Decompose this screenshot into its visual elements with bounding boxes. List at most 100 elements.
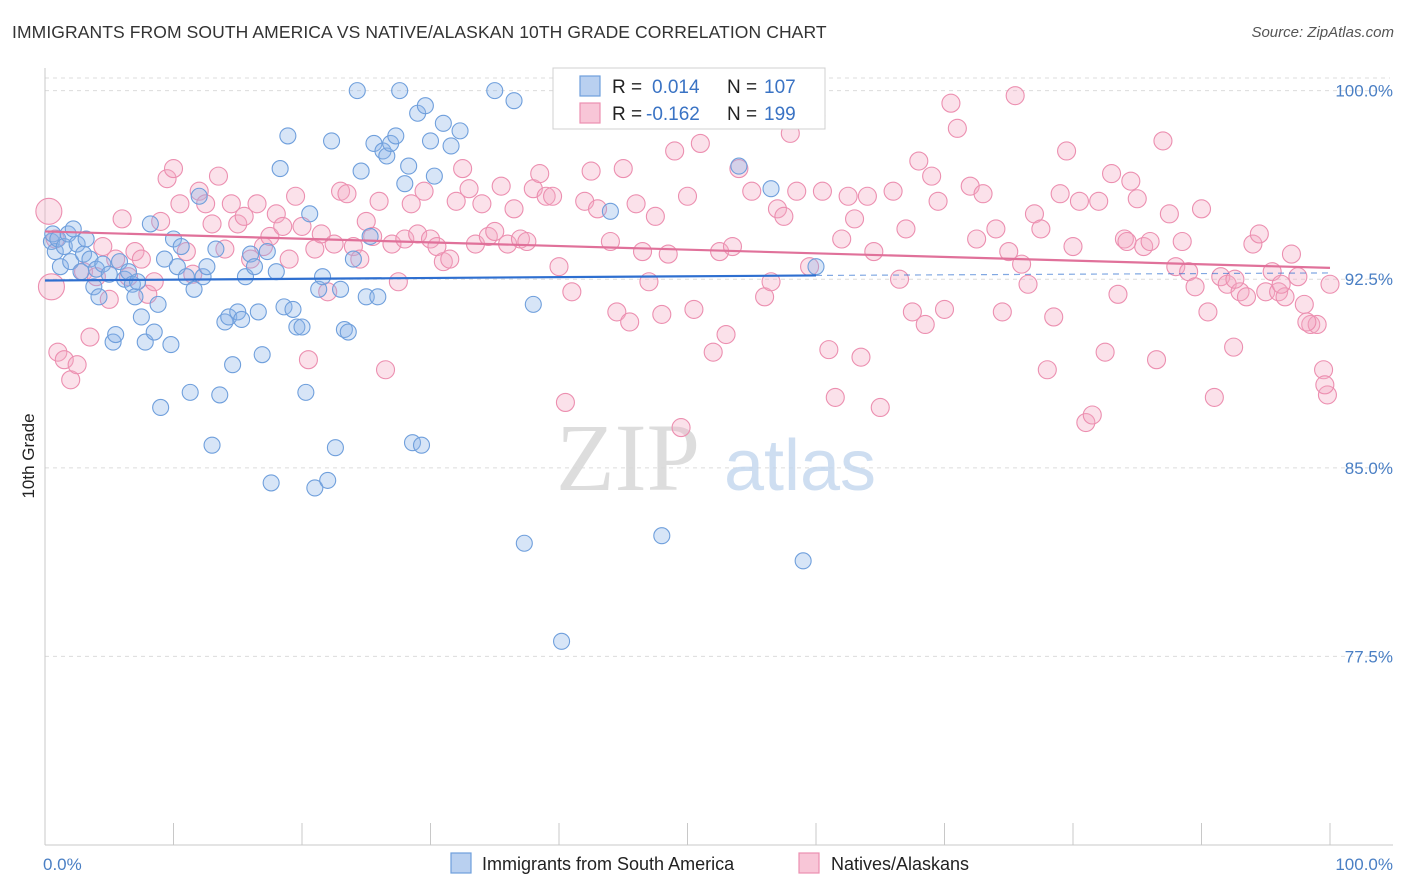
data-point-natives — [645, 206, 665, 226]
data-point-immigrants — [62, 253, 80, 271]
data-point-natives — [1005, 86, 1025, 106]
data-point-natives — [1166, 257, 1186, 277]
data-point-natives — [343, 236, 363, 257]
data-point-immigrants — [339, 323, 357, 341]
data-point-immigrants — [486, 82, 504, 100]
data-point-immigrants — [378, 147, 396, 165]
data-point-immigrants — [194, 268, 212, 286]
data-point-natives — [286, 186, 306, 206]
data-point-natives — [176, 242, 196, 262]
data-point-immigrants — [331, 280, 350, 298]
data-point-natives — [1159, 204, 1179, 224]
data-point-natives — [189, 181, 209, 201]
data-point-natives — [922, 166, 942, 186]
data-point-natives — [549, 257, 569, 277]
data-point-natives — [967, 229, 987, 249]
axes — [44, 68, 1393, 846]
data-point-immigrants — [288, 318, 306, 336]
data-point-natives — [446, 191, 466, 211]
data-point-natives — [626, 194, 646, 214]
data-point-natives — [1127, 189, 1147, 209]
data-point-immigrants — [224, 356, 242, 374]
data-point-natives — [131, 249, 151, 269]
watermark: ZIP atlas — [556, 404, 876, 511]
data-point-natives — [324, 234, 344, 254]
data-point-natives — [999, 242, 1019, 262]
data-point-immigrants — [442, 137, 460, 155]
data-point-immigrants — [515, 534, 533, 552]
data-point-immigrants — [242, 245, 260, 263]
data-point-natives — [1140, 231, 1160, 252]
data-point-natives — [992, 302, 1012, 322]
data-point-immigrants — [319, 471, 337, 489]
data-point-natives — [581, 161, 601, 181]
data-point-natives — [440, 249, 460, 269]
data-point-natives — [864, 242, 884, 262]
data-point-natives — [228, 214, 248, 234]
data-point-immigrants — [730, 157, 748, 175]
series-natives-alaskans — [35, 86, 1340, 438]
data-point-natives — [80, 327, 100, 347]
data-point-natives — [215, 239, 235, 259]
data-point-immigrants — [55, 237, 73, 256]
data-point-natives — [665, 141, 685, 161]
data-point-natives — [703, 342, 723, 362]
y-tick-label: 92.5% — [1345, 270, 1393, 289]
data-point-natives — [151, 211, 171, 231]
data-point-natives — [1172, 231, 1192, 252]
data-point-immigrants — [132, 308, 150, 326]
data-point-natives — [1185, 277, 1205, 297]
data-point-natives — [247, 194, 267, 214]
data-point-natives — [1243, 234, 1263, 254]
bottom-legend-swatch-pink — [798, 852, 820, 874]
data-point-natives — [1031, 219, 1051, 239]
source-credit: Source: ZipAtlas.com — [1251, 24, 1394, 41]
data-point-natives — [530, 164, 550, 184]
data-point-natives — [1108, 284, 1128, 304]
data-point-natives — [1191, 199, 1212, 219]
data-point-immigrants — [391, 82, 409, 100]
data-point-natives — [1288, 267, 1308, 287]
y-tick-labels: 77.5% 85.0% 92.5% 100.0% — [1335, 82, 1393, 667]
series-immigrants-south-america — [42, 82, 825, 650]
data-point-immigrants — [128, 273, 147, 291]
data-point-natives — [761, 272, 781, 292]
data-point-natives — [851, 347, 871, 367]
data-point-immigrants — [198, 258, 216, 276]
data-point-immigrants — [400, 157, 418, 175]
data-point-natives — [337, 184, 357, 204]
data-point-natives — [1275, 287, 1295, 307]
data-point-natives — [1315, 375, 1335, 395]
data-point-natives — [459, 179, 479, 199]
data-point-natives — [1236, 287, 1257, 307]
data-point-natives — [99, 289, 119, 309]
data-point-natives — [298, 350, 318, 370]
watermark-zip: ZIP — [556, 404, 700, 511]
data-point-immigrants — [181, 383, 199, 401]
data-point-natives — [600, 231, 620, 252]
data-point-natives — [1082, 405, 1102, 425]
data-point-immigrants — [297, 383, 315, 401]
data-point-natives — [555, 392, 575, 412]
data-point-natives — [825, 387, 845, 407]
data-point-natives — [883, 181, 903, 201]
stat-n-value-pink: 199 — [764, 104, 796, 125]
y-tick-label: 85.0% — [1345, 459, 1393, 478]
trendline-immigrants-extension — [815, 272, 1331, 277]
data-point-immigrants — [369, 288, 387, 306]
y-tick-label: 77.5% — [1345, 647, 1393, 666]
data-point-immigrants — [293, 318, 311, 336]
data-point-immigrants — [352, 162, 370, 180]
data-point-natives — [652, 304, 672, 324]
data-point-natives — [1269, 282, 1289, 302]
data-point-natives — [928, 191, 948, 211]
data-point-immigrants — [107, 325, 125, 344]
data-point-natives — [472, 194, 492, 214]
data-point-immigrants — [85, 278, 103, 296]
data-point-natives — [722, 236, 743, 257]
y-axis-label: 10th Grade — [19, 413, 38, 498]
data-point-immigrants — [323, 132, 341, 150]
data-point-natives — [1069, 191, 1089, 211]
data-point-natives — [1057, 141, 1077, 161]
